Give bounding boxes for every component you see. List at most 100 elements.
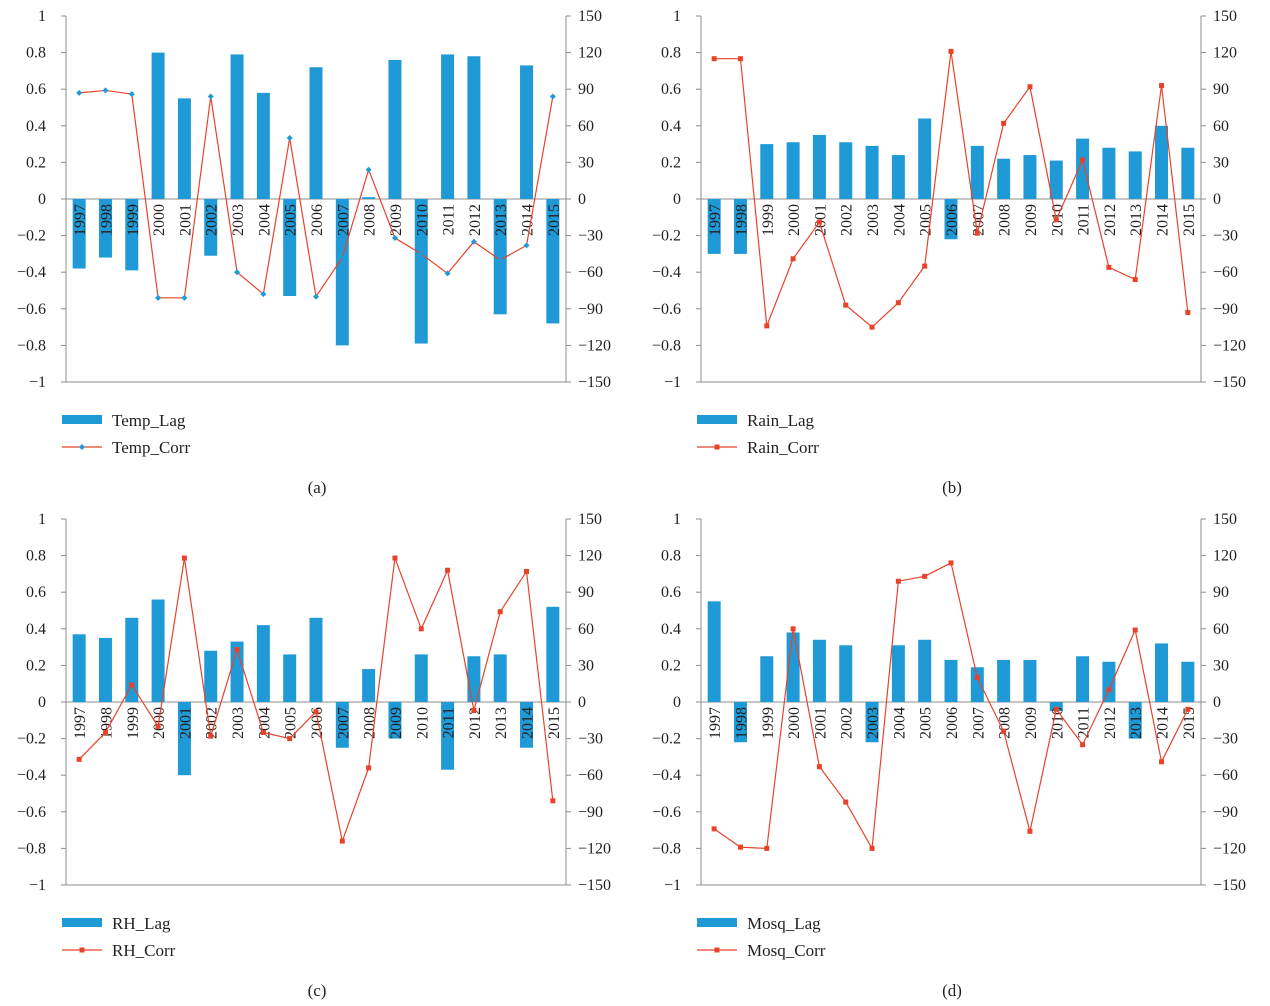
line-point [1159,83,1165,89]
bar [256,625,270,702]
x-tick-label: 2012 [1102,204,1119,236]
line-point [208,733,214,739]
x-tick-label: 2014 [520,204,537,236]
x-tick-label: 2002 [839,204,856,236]
x-tick-label: 2006 [944,707,961,739]
x-tick-label: 2014 [1155,707,1172,739]
x-tick-label: 2007 [335,204,352,236]
legend-bar-label: Mosq_Lag [747,914,821,933]
chart-svg: 1 150 0.8 120 0.6 90 0.4 60 0.2 30 0 0 −0.2 −30 −0.4 −6… [652,511,1246,1000]
legend-line-marker [79,444,85,450]
bar [733,702,747,743]
line-point [790,626,796,632]
y-right-tick-label: −60 [578,264,603,281]
bar [177,98,191,199]
x-tick-label: 2004 [256,204,273,236]
y-right-tick-label: 0 [1213,694,1221,711]
line-point [1185,309,1191,315]
bar [1155,125,1169,199]
chart-svg: 1 150 0.8 120 0.6 90 0.4 60 0.2 30 0 0 −0.2 −30 −0.4 −6… [17,8,611,497]
line-point [922,263,928,269]
x-tick-label: 2006 [944,204,961,236]
x-tick-label: 2003 [230,204,247,236]
bar [970,145,984,199]
y-left-tick-label: −0.2 [17,731,46,748]
line-point [869,324,875,330]
line-point [365,166,372,173]
legend-bar-swatch [62,918,102,927]
y-right-tick-label: 120 [1213,548,1237,565]
bar [520,702,534,748]
x-tick-label: 2000 [786,707,803,739]
line-point [1027,828,1033,834]
x-tick-label: 2000 [786,204,803,236]
bar [230,54,244,200]
x-tick-label: 2007 [970,707,987,739]
y-right-tick-label: 90 [578,81,594,98]
y-left-tick-label: 0.8 [26,45,46,62]
legend-bar-swatch [697,918,737,927]
y-right-tick-label: −30 [578,731,603,748]
bar [151,599,165,702]
y-right-tick-label: 90 [1213,81,1229,98]
y-right-tick-label: −90 [1213,301,1238,318]
x-tick-label: 2010 [414,204,431,236]
bar [1049,702,1063,712]
line-point [1106,264,1112,270]
bar [918,639,932,702]
y-left-tick-label: 0.8 [661,548,681,565]
bar [997,158,1011,199]
chart-panel-d: 1 150 0.8 120 0.6 90 0.4 60 0.2 30 0 0 −0.2 −30 −0.4 −6… [635,503,1270,1006]
bar [707,601,721,702]
line-point [974,230,980,236]
bar [546,199,560,324]
y-left-tick-label: −0.2 [652,228,681,245]
bar [414,654,428,702]
bar [1181,661,1195,702]
x-tick-label: 2008 [997,707,1014,739]
y-left-tick-label: 0.2 [26,657,46,674]
bar [786,142,800,199]
chart-panel-b: 1 150 0.8 120 0.6 90 0.4 60 0.2 30 0 0 −0.2 −30 −0.4 −6… [635,0,1270,503]
bar [125,617,139,702]
x-tick-label: 2002 [839,707,856,739]
y-right-tick-label: 120 [578,548,602,565]
line-point [234,647,240,653]
bar [125,199,139,271]
line-point [497,257,504,263]
y-right-tick-label: 120 [1213,45,1237,62]
x-tick-label: 2005 [283,707,300,739]
line-point [76,756,82,762]
bar [865,702,879,743]
y-left-tick-label: −0.2 [652,731,681,748]
bar [1076,656,1090,702]
y-left-tick-label: 0.8 [661,45,681,62]
x-tick-label: 2015 [546,204,563,236]
x-tick-label: 2011 [1076,707,1093,738]
x-tick-label: 2012 [467,707,484,739]
x-tick-label: 2009 [1023,204,1040,236]
y-right-tick-label: −90 [578,301,603,318]
x-tick-label: 2000 [151,707,168,739]
line-point [102,87,109,94]
chart-svg: 1 150 0.8 120 0.6 90 0.4 60 0.2 30 0 0 −0.2 −30 −0.4 −6… [652,8,1246,497]
line-point [391,235,398,242]
x-tick-label: 2011 [1076,204,1093,235]
y-right-tick-label: 150 [1213,511,1237,528]
y-left-tick-label: 1 [38,511,46,528]
bar [1128,151,1142,199]
y-right-tick-label: 0 [578,191,586,208]
x-tick-label: 2008 [997,204,1014,236]
line-point [181,555,187,561]
legend-line-label: RH_Corr [112,941,176,960]
line-point [470,238,477,245]
panel-caption: (d) [942,981,962,1000]
y-right-tick-label: −150 [578,877,611,894]
bar [283,199,297,296]
y-left-tick-label: 0.6 [661,81,681,98]
line-point [549,93,556,100]
y-right-tick-label: −60 [1213,767,1238,784]
chart-panel-c: 1 150 0.8 120 0.6 90 0.4 60 0.2 30 0 0 −0.2 −30 −0.4 −6… [0,503,635,1006]
bar [204,650,218,702]
line-point [497,609,503,615]
